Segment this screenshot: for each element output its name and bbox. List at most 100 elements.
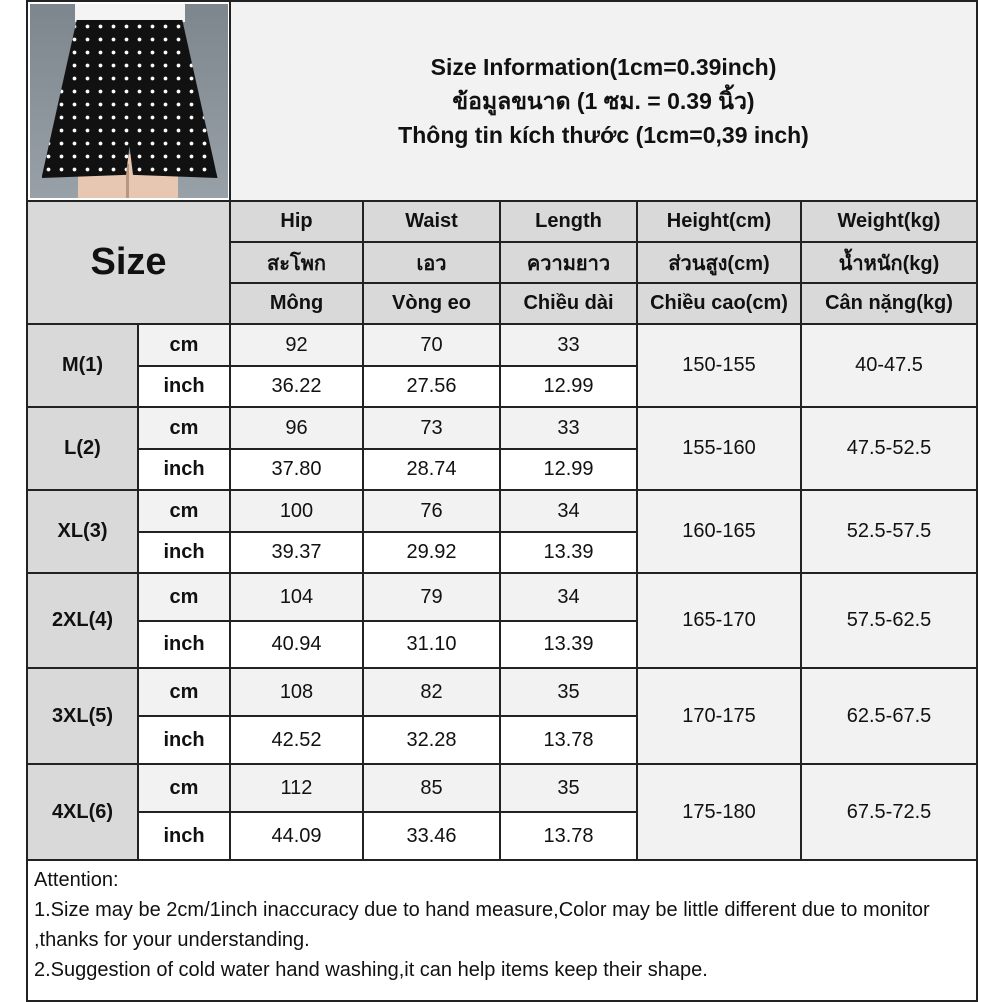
length-inch-value: 13.39 [499, 620, 638, 669]
attention-heading: Attention: [34, 869, 119, 891]
title-english: Size Information(1cm=0.39inch) [430, 54, 777, 80]
header-height-en: Height(cm) [636, 200, 802, 243]
unit-cm: cm [137, 323, 231, 367]
polka-dot-shorts-image [29, 4, 228, 198]
header-waist-en: Waist [362, 200, 501, 243]
waist-cm-value: 76 [362, 489, 501, 533]
header-length-vi: Chiều dài [499, 282, 638, 325]
title-thai: ข้อมูลขนาด (1 ซม. = 0.39 นิ้ว) [452, 88, 755, 114]
length-cm-value: 35 [499, 667, 638, 717]
weight-range: 67.5-72.5 [800, 763, 978, 861]
size-row-cm: L(2) cm 96 73 33 155-160 47.5-52.5 [26, 406, 978, 491]
hip-cm-value: 92 [229, 323, 364, 367]
size-row-cm: 2XL(4) cm 104 79 34 165-170 57.5-62.5 [26, 572, 978, 669]
length-cm-value: 33 [499, 323, 638, 367]
hip-cm-value: 96 [229, 406, 364, 450]
size-label: 4XL(6) [26, 763, 139, 861]
weight-range: 62.5-67.5 [800, 667, 978, 765]
unit-inch: inch [137, 531, 231, 574]
length-inch-value: 12.99 [499, 365, 638, 408]
height-range: 175-180 [636, 763, 802, 861]
unit-cm: cm [137, 406, 231, 450]
header-hip-en: Hip [229, 200, 364, 243]
waist-inch-value: 32.28 [362, 715, 501, 765]
header-weight-vi: Cân nặng(kg) [800, 282, 978, 325]
product-photo [26, 0, 231, 202]
attention-notes: Attention: 1.Size may be 2cm/1inch inaccu… [26, 859, 978, 1002]
height-range: 165-170 [636, 572, 802, 669]
header-height-th: ส่วนสูง(cm) [636, 241, 802, 284]
unit-inch: inch [137, 448, 231, 491]
size-row-inch: inch 44.09 33.46 13.78 [27, 811, 977, 861]
header-waist-th: เอว [362, 241, 501, 284]
header-weight-en: Weight(kg) [800, 200, 978, 243]
hip-inch-value: 39.37 [229, 531, 364, 574]
height-range: 170-175 [636, 667, 802, 765]
length-cm-value: 35 [499, 763, 638, 813]
weight-range: 52.5-57.5 [800, 489, 978, 574]
hip-cm-value: 112 [229, 763, 364, 813]
waist-cm-value: 82 [362, 667, 501, 717]
size-row-cm: M(1) cm 92 70 33 150-155 40-47.5 [26, 323, 978, 408]
waist-cm-value: 73 [362, 406, 501, 450]
waist-inch-value: 27.56 [362, 365, 501, 408]
size-row-inch: inch 42.52 32.28 13.78 [27, 715, 977, 765]
unit-inch: inch [137, 620, 231, 669]
hip-inch-value: 42.52 [229, 715, 364, 765]
length-inch-value: 12.99 [499, 448, 638, 491]
unit-inch: inch [137, 365, 231, 408]
waist-cm-value: 85 [362, 763, 501, 813]
size-row-cm: 4XL(6) cm 112 85 35 175-180 67.5-72.5 [26, 763, 978, 861]
size-row-inch: inch 36.22 27.56 12.99 [27, 365, 977, 408]
attention-note-2: 2.Suggestion of cold water hand washing,… [34, 959, 708, 981]
hip-inch-value: 36.22 [229, 365, 364, 408]
header-hip-vi: Mông [229, 282, 364, 325]
unit-cm: cm [137, 489, 231, 533]
size-row-inch: inch 40.94 31.10 13.39 [27, 620, 977, 669]
waist-inch-value: 29.92 [362, 531, 501, 574]
size-label: XL(3) [26, 489, 139, 574]
size-header: Size [26, 200, 231, 325]
size-label: M(1) [26, 323, 139, 408]
hip-cm-value: 108 [229, 667, 364, 717]
length-inch-value: 13.39 [499, 531, 638, 574]
header-weight-th: น้ำหนัก(kg) [800, 241, 978, 284]
height-range: 150-155 [636, 323, 802, 408]
size-label: 2XL(4) [26, 572, 139, 669]
size-row-cm: XL(3) cm 100 76 34 160-165 52.5-57.5 [26, 489, 978, 574]
header-length-en: Length [499, 200, 638, 243]
weight-range: 47.5-52.5 [800, 406, 978, 491]
size-chart-table: Size Information(1cm=0.39inch) ข้อมูลขนา… [26, 0, 978, 1002]
length-inch-value: 13.78 [499, 811, 638, 861]
header-waist-vi: Vòng eo [362, 282, 501, 325]
header-height-vi: Chiều cao(cm) [636, 282, 802, 325]
header-length-th: ความยาว [499, 241, 638, 284]
title-vietnamese: Thông tin kích thước (1cm=0,39 inch) [398, 122, 809, 148]
unit-cm: cm [137, 667, 231, 717]
header-hip-th: สะโพก [229, 241, 364, 284]
length-inch-value: 13.78 [499, 715, 638, 765]
length-cm-value: 33 [499, 406, 638, 450]
size-label: L(2) [26, 406, 139, 491]
unit-inch: inch [137, 715, 231, 765]
waist-inch-value: 33.46 [362, 811, 501, 861]
length-cm-value: 34 [499, 489, 638, 533]
waist-inch-value: 31.10 [362, 620, 501, 669]
length-cm-value: 34 [499, 572, 638, 622]
unit-inch: inch [137, 811, 231, 861]
weight-range: 57.5-62.5 [800, 572, 978, 669]
unit-cm: cm [137, 572, 231, 622]
attention-note-1: 1.Size may be 2cm/1inch inaccuracy due t… [34, 899, 930, 951]
waist-inch-value: 28.74 [362, 448, 501, 491]
title-block: Size Information(1cm=0.39inch) ข้อมูลขนา… [229, 0, 978, 202]
hip-inch-value: 37.80 [229, 448, 364, 491]
hip-inch-value: 44.09 [229, 811, 364, 861]
height-range: 155-160 [636, 406, 802, 491]
hip-cm-value: 100 [229, 489, 364, 533]
height-range: 160-165 [636, 489, 802, 574]
size-row-cm: 3XL(5) cm 108 82 35 170-175 62.5-67.5 [26, 667, 978, 765]
unit-cm: cm [137, 763, 231, 813]
size-label: 3XL(5) [26, 667, 139, 765]
weight-range: 40-47.5 [800, 323, 978, 408]
waist-cm-value: 79 [362, 572, 501, 622]
